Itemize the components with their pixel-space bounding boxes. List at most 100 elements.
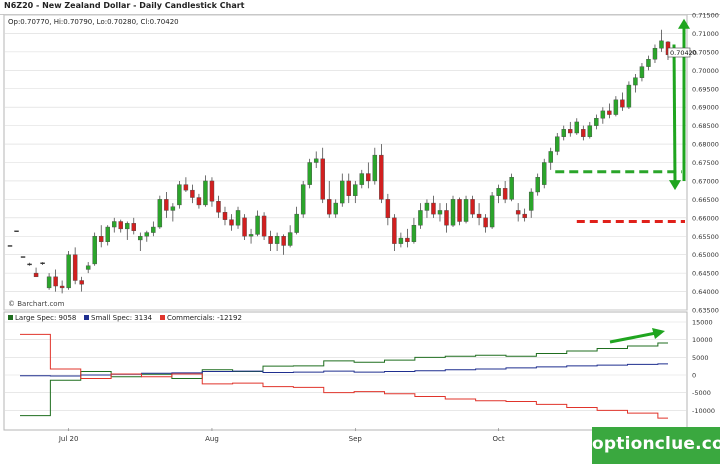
x-tick-label: Jul 20	[58, 435, 79, 443]
x-tick-label: Oct	[493, 435, 505, 443]
candle-body	[320, 158, 325, 200]
candle-body	[424, 202, 430, 211]
candle-body	[14, 230, 19, 232]
candle-body	[125, 223, 130, 230]
legend-swatch-small-spec	[84, 315, 89, 320]
candle-body	[66, 254, 71, 289]
cot-y-axis: 15000 10000 5000 0 -5000 -10000	[692, 319, 715, 415]
price-tick-label: 0.65000	[692, 251, 719, 259]
candle-body	[489, 195, 495, 228]
candle-body	[157, 199, 163, 228]
candle-body	[483, 217, 488, 228]
cot-trend-arrow-shaft	[609, 331, 657, 344]
ohlc-readout: Op:0.70770, Hi:0.70790, Lo:0.70280, Cl:0…	[8, 18, 179, 26]
candle-body	[105, 226, 110, 242]
candle-body	[470, 199, 475, 215]
candle-body	[118, 221, 123, 230]
last-price-tag	[667, 47, 691, 58]
candle-body	[287, 232, 293, 246]
price-tick-label: 0.70000	[692, 67, 719, 75]
candle-body	[385, 199, 391, 219]
candle-body	[418, 210, 423, 226]
candle-body	[587, 125, 593, 137]
candle-body	[581, 129, 586, 137]
candle-body	[528, 191, 534, 211]
cot-series	[20, 328, 668, 419]
candle-body	[281, 236, 286, 246]
cot-tick-label: 15000	[692, 319, 713, 327]
candle-body	[522, 213, 527, 219]
candle-body	[372, 154, 378, 182]
candle-body	[366, 173, 371, 182]
candle-body	[144, 232, 150, 237]
candle-body	[248, 234, 254, 237]
candle-body	[450, 199, 456, 226]
candlestick-series	[7, 29, 671, 294]
price-tick-label: 0.66000	[692, 214, 719, 222]
price-tick-label: 0.71500	[692, 12, 719, 20]
candle-body	[203, 180, 208, 206]
candle-body	[164, 199, 169, 211]
candle-body	[405, 237, 410, 242]
candle-body	[463, 199, 469, 222]
candle-body	[444, 210, 449, 226]
price-tick-label: 0.64500	[692, 270, 719, 278]
candle-body	[574, 121, 580, 134]
price-tick-label: 0.69500	[692, 85, 719, 93]
candle-body	[359, 173, 365, 185]
candle-body	[138, 236, 143, 241]
candle-body	[346, 180, 351, 196]
candle-body	[646, 59, 651, 67]
candle-body	[496, 188, 501, 196]
candle-body	[242, 217, 247, 237]
candle-body	[333, 202, 338, 215]
candle-body	[59, 285, 65, 289]
candle-body	[548, 151, 553, 163]
candle-body	[85, 265, 91, 270]
price-tick-label: 0.70500	[692, 48, 719, 56]
candle-body	[607, 110, 612, 115]
candle-body	[340, 180, 345, 204]
candle-body	[594, 118, 599, 126]
candle-body	[131, 223, 137, 231]
candle-body	[79, 280, 84, 285]
up-trend-arrowhead	[678, 18, 690, 29]
last-price-label: 0.70420	[670, 49, 697, 57]
source-label: © Barchart.com	[8, 300, 65, 308]
candle-body	[659, 40, 664, 49]
candle-body	[568, 129, 573, 134]
candle-body	[613, 99, 619, 115]
candle-body	[392, 217, 397, 244]
legend-small-spec: Small Spec: 3134	[91, 314, 153, 322]
candle-body	[431, 202, 436, 215]
candle-body	[27, 263, 32, 266]
candle-body	[33, 272, 39, 278]
candle-body	[300, 184, 306, 215]
candle-body	[40, 262, 45, 264]
candle-body	[535, 177, 540, 193]
x-tick-label: Sep	[349, 435, 363, 443]
candle-body	[398, 237, 404, 244]
candle-body	[53, 276, 58, 287]
down-trend-arrowhead	[669, 180, 681, 191]
candle-body	[457, 199, 462, 222]
candle-body	[216, 201, 221, 213]
candle-body	[652, 47, 658, 60]
candle-body	[633, 77, 638, 86]
candle-body	[274, 236, 280, 244]
legend-swatch-commercials	[160, 315, 165, 320]
watermark-text: optionclue.com	[592, 434, 720, 454]
price-tick-label: 0.66500	[692, 196, 719, 204]
price-tick-label: 0.69000	[692, 104, 719, 112]
candle-body	[7, 245, 13, 247]
cot-tick-label: 0	[692, 372, 696, 380]
candle-body	[541, 162, 547, 185]
candle-body	[600, 110, 606, 119]
candle-body	[92, 236, 97, 265]
price-tick-label: 0.71000	[692, 30, 719, 38]
price-tick-label: 0.67500	[692, 159, 719, 167]
candle-body	[555, 136, 560, 152]
candle-body	[313, 158, 319, 163]
